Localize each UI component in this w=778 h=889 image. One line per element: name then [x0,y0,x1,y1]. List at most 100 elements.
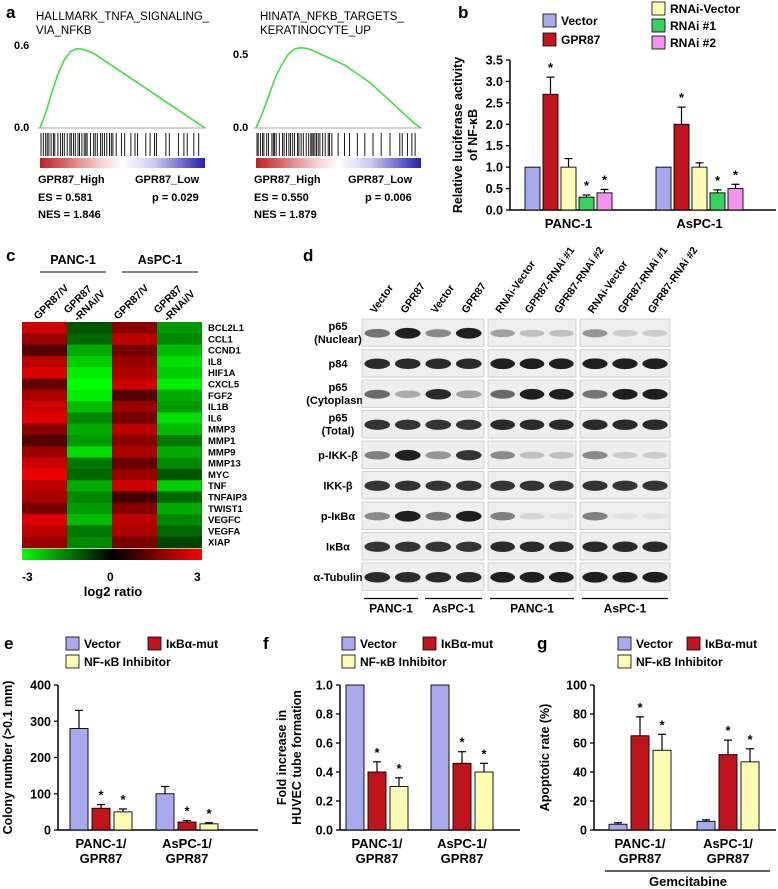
heatmap-col3-label: GPR87/V [112,282,152,322]
western-band [490,389,515,399]
western-band [364,480,391,491]
bar-vector [430,684,450,831]
western-row-label-line2: (Cytoplasm) [306,395,370,407]
western-band [612,419,638,430]
heatmap-cell [22,401,67,413]
western-row-label: p84 [329,359,349,371]
western-band [549,480,574,491]
western-band [490,480,515,491]
legend-f-label-mut: IκBα-mut [441,637,493,651]
western-band [425,451,452,460]
significance-star: * [733,167,739,182]
heatmap-gene-label: MYC [208,470,229,481]
western-band [455,480,482,491]
heatmap-cell [67,525,112,537]
y-tick-label: 0 [44,824,51,838]
western-band [364,389,391,399]
significance-star: * [584,178,590,193]
western-band [549,419,574,430]
heatmap-gene-label: CCND1 [208,346,241,357]
y-tick-label: 1.0 [486,161,503,175]
gsea-1-es: ES = 0.581 [38,192,93,204]
y-tick-label: 2.0 [486,118,503,132]
bar-vector [524,166,541,211]
legend-f-label-inhibitor: NF-κB Inhibitor [360,655,447,669]
chart-f-huvec: 0.0 0.2 0.4 0.6 0.8 1.0 Fold increase in HUVEC … [275,679,520,866]
heatmap-cell [157,412,202,424]
bar-nf-b-inhibitor [474,771,494,831]
western-band [455,450,482,461]
legend-g-swatch-inhibitor [617,654,632,669]
legend-g-label-vector: Vector [636,637,673,651]
bar-vector [345,684,365,831]
heatmap-grid [22,322,202,549]
y-tick-label: 20 [573,795,587,809]
western-band [364,358,391,369]
y-tick-label: 60 [573,737,587,751]
heatmap-cell [157,423,202,436]
panel-c-label: c [6,246,15,265]
heatmap-cell [112,468,157,481]
y-tick-label: 3.0 [486,75,503,89]
heatmap-cell [22,468,67,481]
bar-i-b-mut [718,754,738,831]
western-band [642,419,668,430]
significance-star: * [374,745,380,760]
gsea-1-ytick-zero: 0.0 [14,122,29,134]
heatmap-cell [67,389,112,402]
heatmap-cell [157,480,202,492]
y-tick-label: 0.5 [486,182,503,196]
heatmap-cell [22,491,67,504]
legend-label-rnai-vector: RNAi-Vector [670,2,740,16]
western-band [490,571,515,583]
heatmap-cell [112,480,157,492]
western-band [519,419,545,430]
heatmap-gene-label: VEGFA [208,526,240,537]
y-axis-label: Colony number (>0.1 mm) [1,681,15,835]
western-band [642,358,668,370]
western-band [364,512,391,521]
panel-b-label: b [458,3,468,22]
heatmap-gene-label: TWIST1 [208,504,244,515]
western-lane-label: Vector [429,283,457,316]
gsea-2-title-line1: HINATA_NFKB_TARGETS_ [260,11,404,23]
heatmap-gene-label: HIF1A [208,368,236,379]
western-band [642,451,668,459]
western-band [582,512,608,521]
gsea-1-ytick-top: 0.6 [14,40,29,52]
bar-gpr87 [673,123,690,211]
western-row-label: p65 [329,321,348,333]
legend-e-label-inhibitor: NF-κB Inhibitor [84,655,171,669]
heatmap-gene-label: TNFAIP3 [208,493,247,504]
western-group-label: PANC-1 [510,602,554,616]
heatmap-cell [67,355,112,368]
gsea-2-es: ES = 0.550 [254,192,309,204]
legend-e-swatch-inhibitor [65,654,80,669]
bar-rnai-vector [560,166,577,211]
heatmap-gene-label: XIAP [208,538,231,549]
heatmap-gene-label: CCL1 [208,334,234,345]
western-band [519,541,545,552]
y-axis-label: Fold increase in [275,710,289,805]
heatmap-cell [22,344,67,357]
gsea-1-right-label: GPR87_Low [135,174,200,186]
panel-f-label: f [263,634,269,653]
legend-e-swatch-vector [65,636,80,651]
panel-e-label: e [4,634,13,653]
significance-star: * [715,173,721,188]
western-band [490,541,515,552]
heatmap-cell [67,344,112,357]
western-band [490,512,515,521]
bar-i-b-mut [91,807,111,831]
western-group-label: AsPC-1 [432,602,475,616]
bar-rnai-vector [691,166,708,211]
panel-a: a HALLMARK_TNFA_SIGNALING_ VIA_NFKB 0.6 … [6,3,422,221]
y-tick-label: 400 [30,679,51,693]
western-band [394,390,421,398]
western-group-label: PANC-1 [369,602,413,616]
western-band [642,571,668,583]
heatmap-gene-label: IL1B [208,402,229,413]
bar-nf-b-inhibitor [389,786,409,831]
heatmap-cell [67,457,112,470]
western-band [582,419,608,430]
